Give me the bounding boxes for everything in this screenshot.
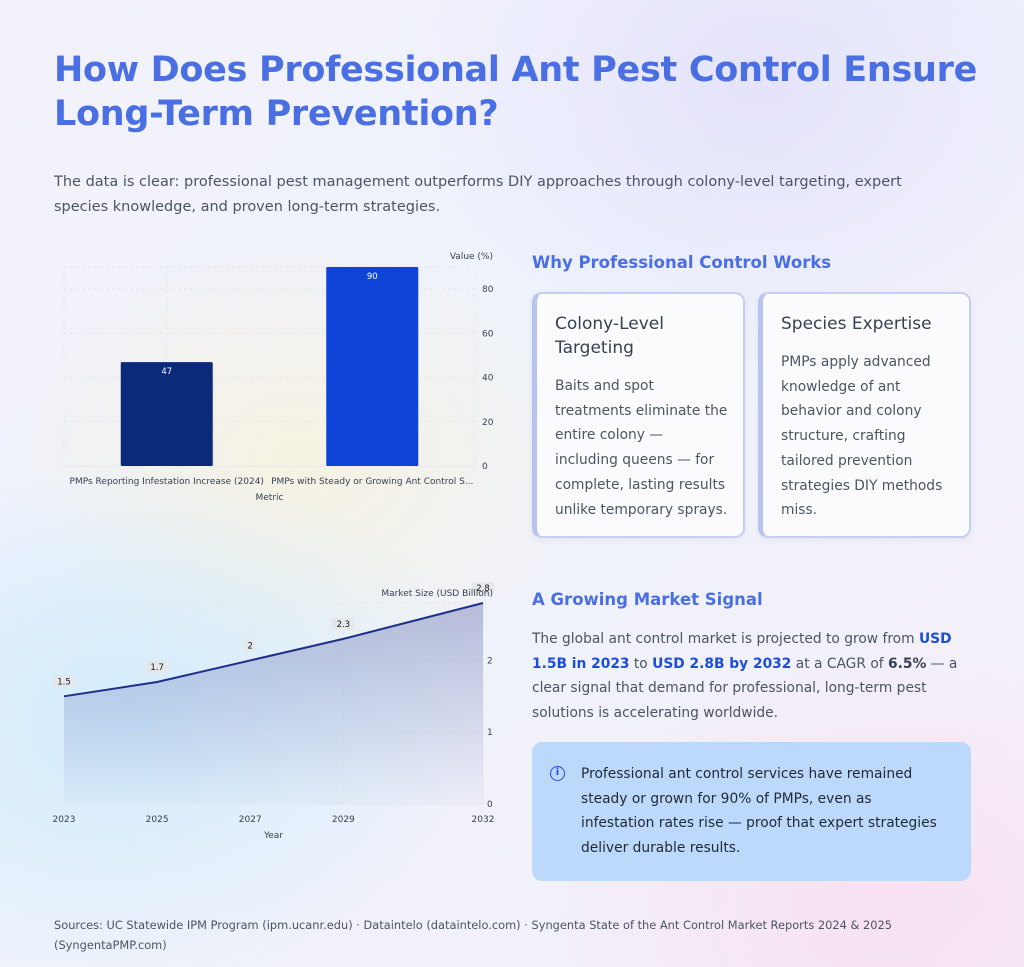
bar-chart-svg: 0 20 40 60 80 47 PMPs Reporting Infestation In… (63, 252, 494, 503)
y-axis-title: Market Size (USD Billion) (381, 589, 493, 599)
card-body: PMPs apply advanced knowledge of ant beh… (781, 354, 943, 519)
point-label-bg (145, 660, 169, 673)
line-chart-svg: 0 1 2 2023 2025 2027 2029 2032 1.5 1.7 2 2.3 2.8 Year… (52, 582, 495, 841)
why-heading: Why Professional Control Works (532, 253, 832, 272)
market-heading: A Growing Market Signal (532, 590, 763, 609)
info-text: Professional ant control services have r… (581, 766, 937, 856)
info-icon: i (550, 766, 565, 781)
y-axis-title: Value (%) (450, 252, 493, 262)
card-body: Baits and spot treatments eliminate the … (555, 378, 728, 518)
card-title: Colony-Level Targeting (555, 314, 664, 358)
market-text-2: to (629, 655, 653, 672)
y-tick-label: 40 (482, 374, 494, 384)
y-tick-label: 0 (482, 462, 488, 472)
bar-value-label: 90 (367, 272, 378, 282)
point-label: 2 (248, 641, 253, 651)
point-label-bg (52, 675, 76, 688)
page-title: How Does Professional Ant Pest Control E… (54, 50, 978, 134)
point-label-bg (471, 582, 495, 594)
x-tick-label: 2029 (332, 815, 355, 825)
point-label: 1.5 (57, 677, 71, 687)
y-tick-label: 60 (482, 329, 494, 339)
card-title: Species Expertise (781, 314, 932, 334)
x-tick-label: 2025 (146, 815, 169, 825)
market-bold-end: USD 2.8B by 2032 (652, 655, 792, 672)
series-line (63, 602, 484, 698)
market-bold-cagr: 6.5% (888, 655, 927, 672)
y-tick-label: 2 (487, 656, 493, 666)
market-text-3: at a CAGR of (791, 655, 889, 672)
point-label: 1.7 (150, 663, 164, 673)
x-axis-title: Metric (256, 493, 284, 503)
market-bold-start: USD 1.5B in 2023 (532, 631, 952, 672)
y-tick-label: 20 (482, 418, 494, 428)
market-text-4: — a clear signal that demand for profess… (532, 655, 958, 721)
line-chart: 0 1 2 2023 2025 2027 2029 2032 1.5 1.7 2 2.3 2.8 Year… (0, 580, 520, 850)
bar (120, 362, 213, 466)
point-label-bg (244, 639, 256, 652)
x-tick-label: PMPs Reporting Infestation Increase (202… (70, 477, 264, 487)
x-tick-label: 2032 (472, 815, 495, 825)
bar-value-label: 47 (161, 367, 172, 377)
bar (326, 267, 419, 466)
point-label: 2.3 (337, 620, 351, 630)
area-fill (64, 603, 483, 804)
x-axis-title: Year (263, 831, 283, 841)
card-species-expertise: Species Expertise PMPs apply advanced kn… (758, 292, 971, 538)
card-colony-targeting: Colony-Level Targeting Baits and spot tr… (532, 292, 745, 538)
info-callout: i Professional ant control services have… (532, 742, 971, 881)
point-label: 2.8 (476, 584, 490, 594)
plot-frame (63, 266, 476, 467)
bar-chart: 0 20 40 60 80 47 PMPs Reporting Infestation In… (0, 240, 520, 510)
point-label-bg (332, 617, 355, 630)
x-tick-label: 2027 (239, 815, 262, 825)
page-subtitle: The data is clear: professional pest man… (54, 174, 902, 215)
y-tick-label: 80 (482, 285, 494, 295)
y-tick-label: 1 (487, 728, 493, 738)
market-paragraph: The global ant control market is project… (532, 627, 977, 725)
market-text-1: The global ant control market is project… (532, 631, 919, 647)
x-tick-label: 2023 (53, 815, 76, 825)
sources-footer: Sources: UC Statewide IPM Program (ipm.u… (54, 918, 892, 952)
x-tick-label: PMPs with Steady or Growing Ant Control … (271, 477, 473, 487)
y-tick-label: 0 (487, 800, 493, 810)
